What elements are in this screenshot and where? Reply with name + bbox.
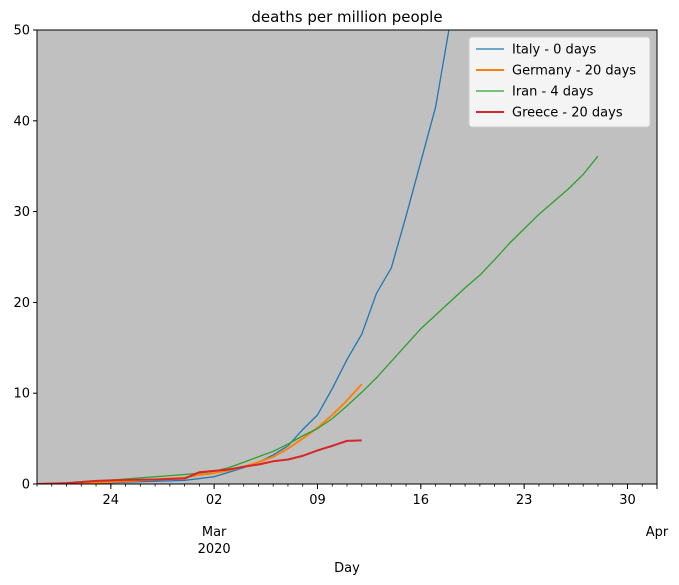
legend-label: Germany - 20 days	[512, 64, 636, 79]
series-line-3	[37, 439, 362, 484]
legend-label: Iran - 4 days	[512, 85, 594, 100]
y-tick-label: 0	[22, 478, 30, 493]
x-tick-label: 02	[206, 493, 223, 508]
x-tick-label: 16	[413, 493, 430, 508]
series-line-2	[37, 155, 599, 484]
y-tick-label: 20	[13, 296, 30, 311]
chart-title: deaths per million people	[251, 8, 442, 26]
legend-box	[468, 36, 651, 128]
x-ticks: 24 02 Mar 2020 09 16 23 30 Apr	[36, 484, 669, 557]
y-tick-label: 40	[13, 114, 30, 129]
y-tick-label: 50	[13, 24, 30, 39]
x-tick-sublabel: 2020	[198, 542, 231, 557]
x-tick-label: 09	[309, 493, 326, 508]
series-line-0	[37, 30, 450, 484]
legend-label: Italy - 0 days	[512, 43, 596, 58]
y-tick-label: 30	[13, 205, 30, 220]
x-tick-sublabel: Mar	[202, 525, 227, 540]
y-ticks: 0 10 20 30 40 50	[13, 24, 37, 493]
series-layer	[37, 30, 599, 484]
y-tick-label: 10	[13, 387, 30, 402]
legend-label: Greece - 20 days	[512, 106, 623, 121]
x-tick-label: 23	[516, 493, 533, 508]
x-tick-sublabel: Apr	[646, 525, 669, 540]
legend: Italy - 0 days Germany - 20 days Iran - 4 …	[468, 36, 651, 128]
x-axis-label: Day	[334, 561, 360, 576]
x-tick-label: 30	[619, 493, 636, 508]
x-tick-label: 24	[103, 493, 120, 508]
